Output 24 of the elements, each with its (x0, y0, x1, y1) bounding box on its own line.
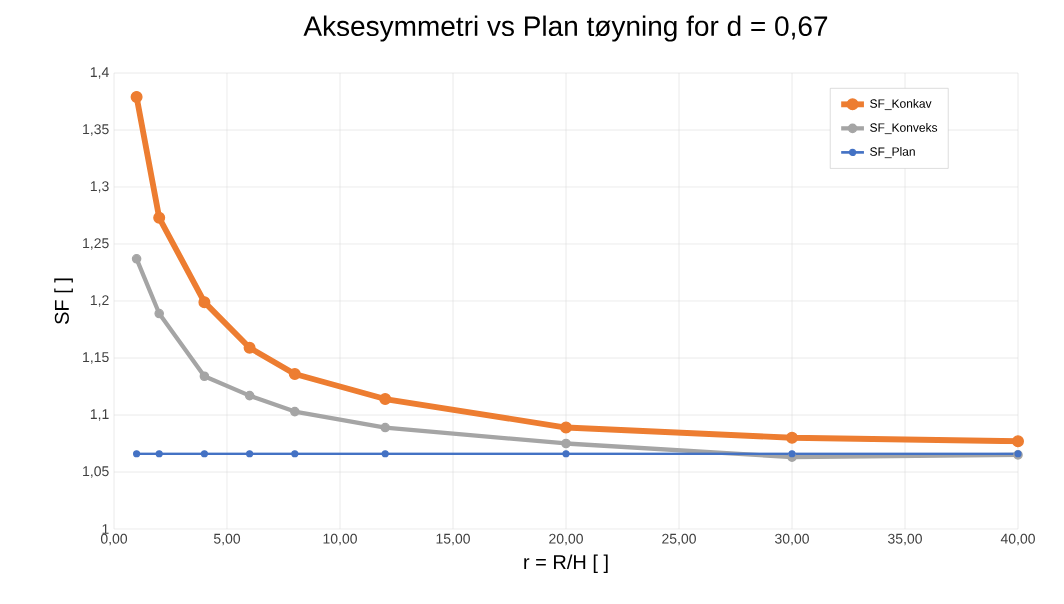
y-tick-label: 1,15 (83, 352, 109, 364)
y-tick-label: 1,35 (83, 124, 109, 136)
chart-title: Aksesymmetri vs Plan tøyning for d = 0,67 (303, 15, 828, 42)
x-tick-label: 15,00 (436, 533, 470, 546)
y-tick-label: 1,3 (90, 181, 109, 193)
legend-label: SF_Plan (870, 147, 915, 159)
y-tick-label: 1,4 (90, 67, 109, 79)
y-tick-label: 1,2 (90, 295, 109, 307)
x-tick-label: 5,00 (213, 533, 241, 546)
y-tick-label: 1,1 (90, 409, 109, 421)
x-tick-label: 20,00 (549, 533, 583, 546)
y-tick-label: 1,25 (83, 238, 109, 250)
x-tick-label: 10,00 (323, 533, 357, 546)
x-tick-label: 40,00 (1000, 533, 1035, 546)
x-axis-title: r = R/H [ ] (524, 554, 608, 574)
x-tick-label: 30,00 (775, 533, 809, 546)
x-tick-label: 25,00 (662, 533, 696, 546)
y-tick-label: 1,05 (83, 466, 109, 478)
legend-label: SF_Konkav (870, 98, 932, 111)
y-tick-label: 1 (102, 524, 109, 534)
x-tick-label: 0,00 (100, 533, 128, 546)
y-axis-title: SF [ ] (54, 278, 73, 324)
legend-label: SF_Konveks (870, 123, 938, 135)
x-tick-label: 35,00 (888, 533, 922, 546)
